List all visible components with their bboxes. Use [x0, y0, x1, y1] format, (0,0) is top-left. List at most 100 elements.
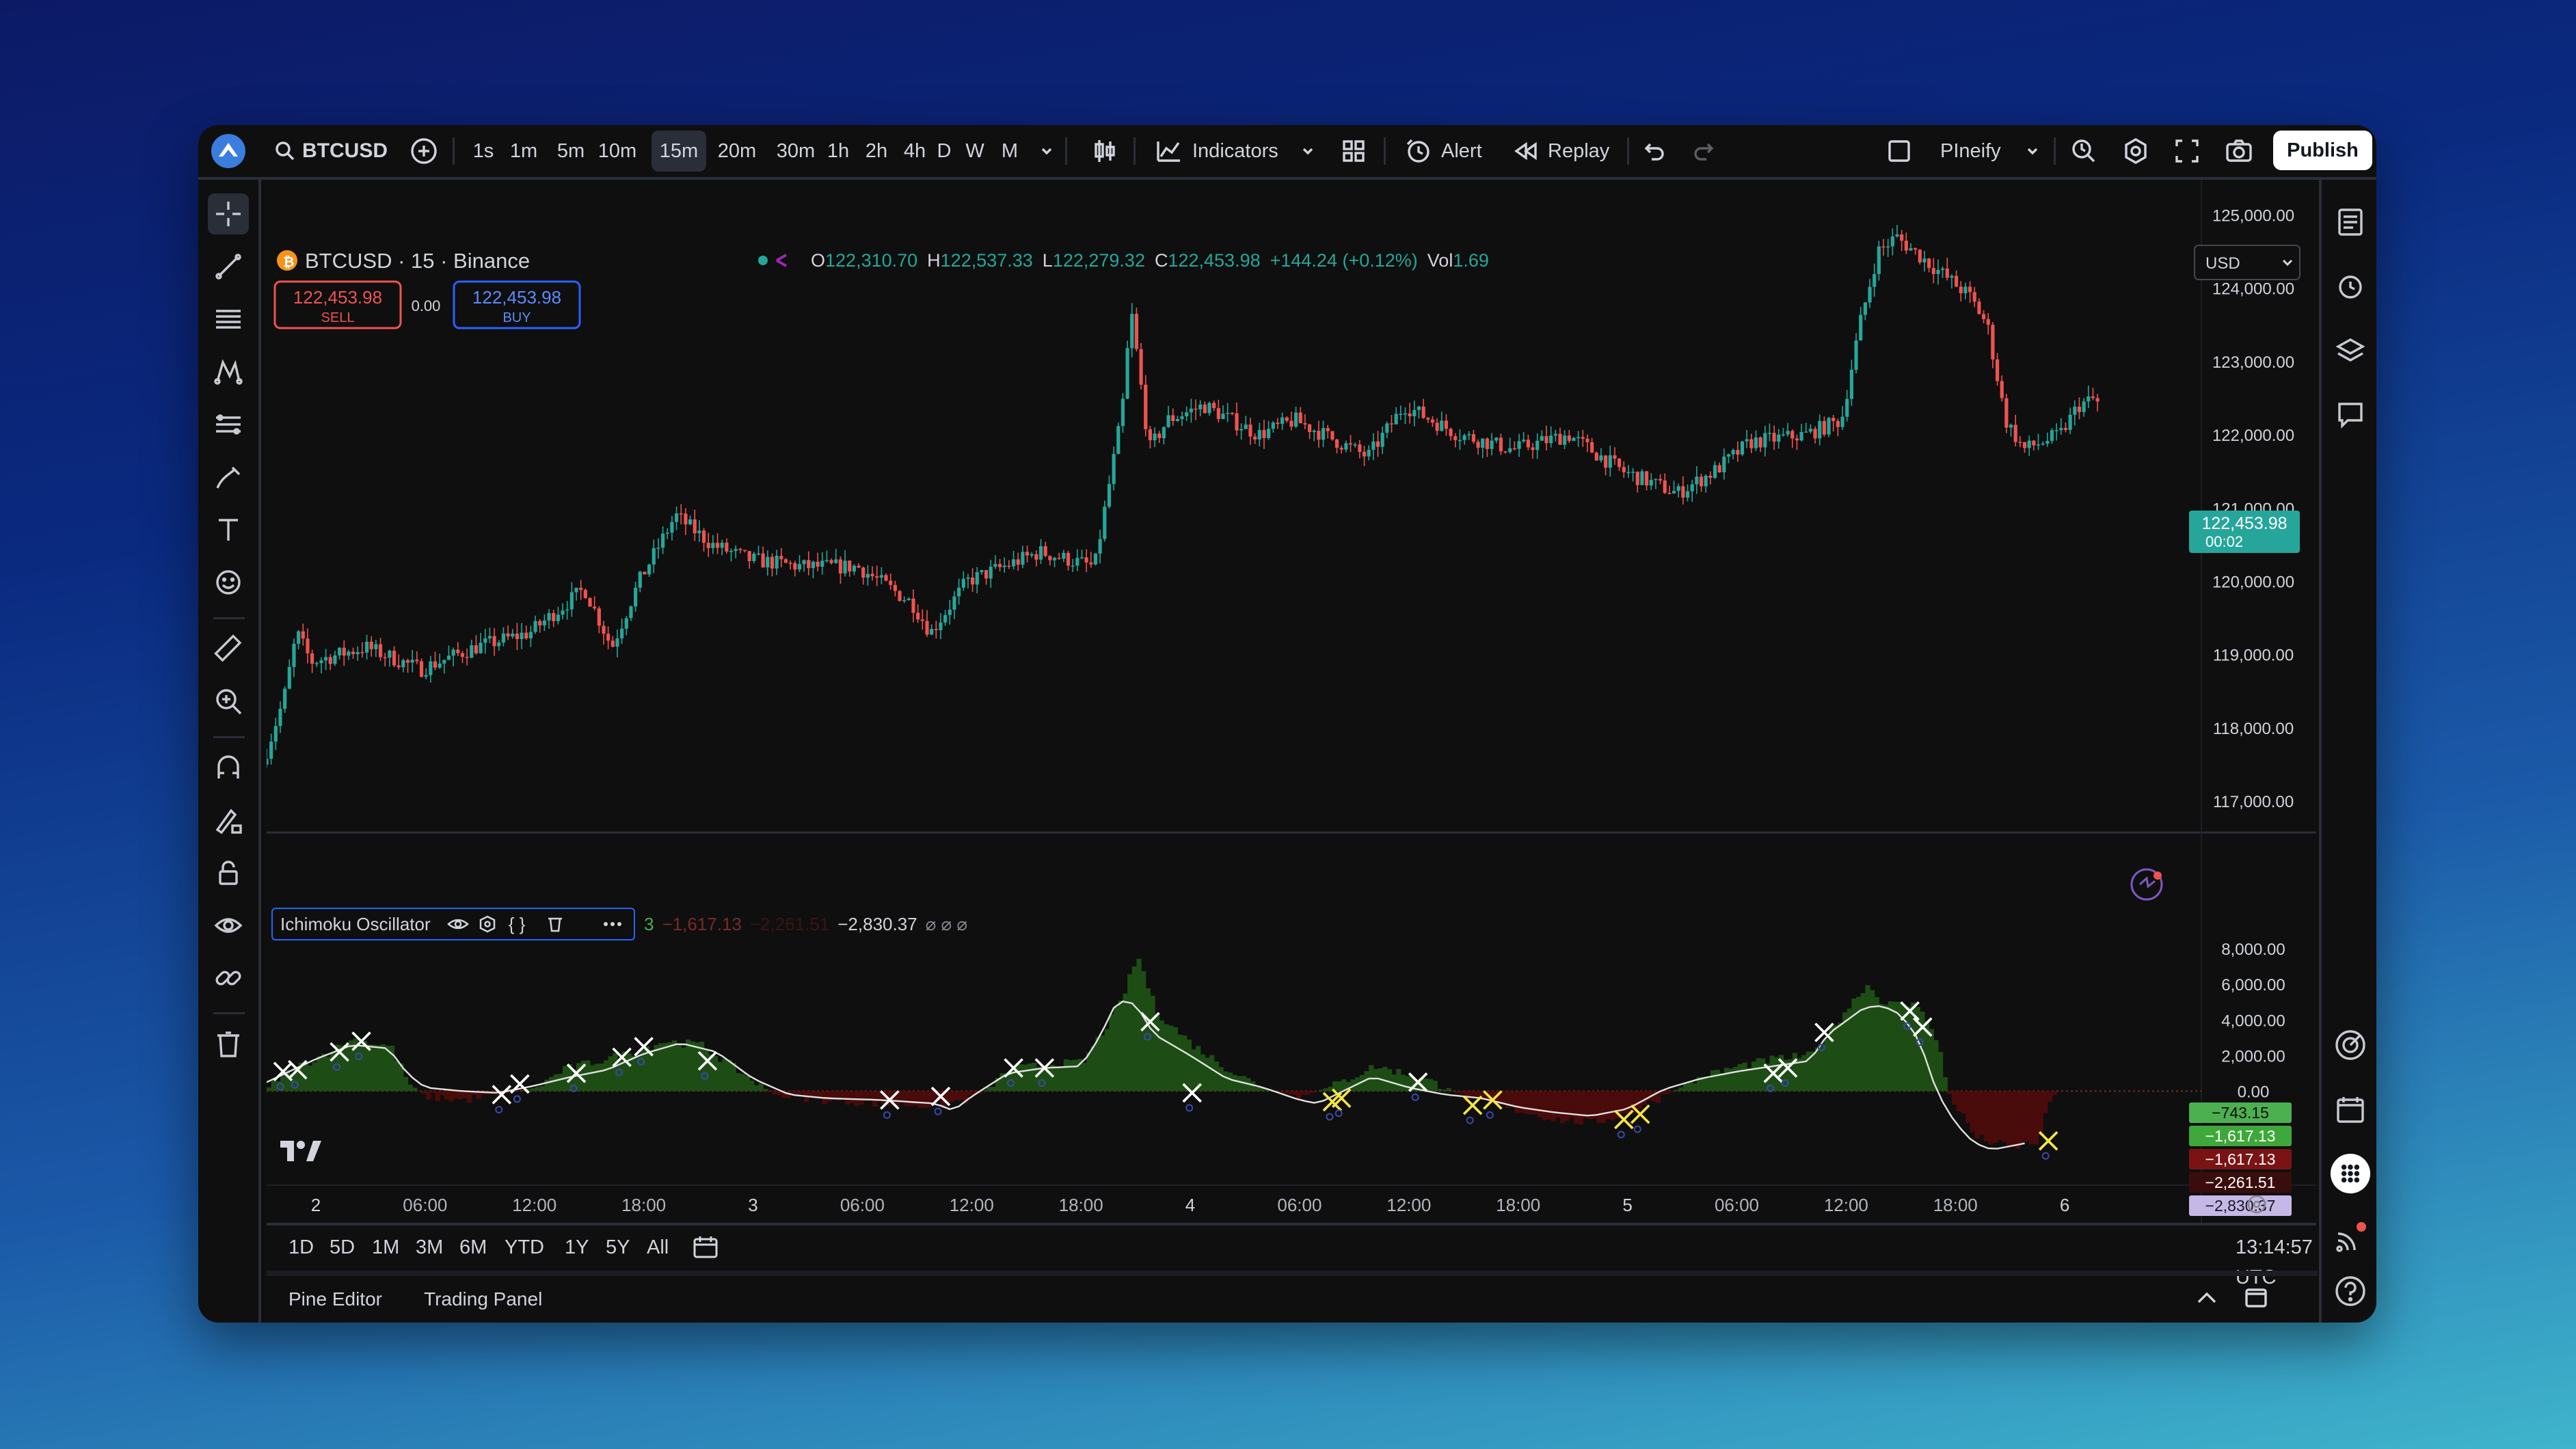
cloud-segment [695, 1042, 700, 1092]
candle [451, 649, 455, 656]
timeframe-20m[interactable]: 20m [717, 139, 757, 162]
timeframe-M[interactable]: M [1001, 139, 1019, 162]
candle [1959, 286, 1963, 294]
templates-button[interactable] [1341, 125, 1366, 177]
target-button[interactable] [2330, 1025, 2371, 1066]
range-1Y[interactable]: 1Y [565, 1236, 589, 1258]
eye-icon[interactable] [447, 919, 469, 930]
trend-line-tool[interactable] [208, 246, 249, 287]
timeframe-dropdown[interactable] [1039, 125, 1054, 177]
timeframe-10m[interactable]: 10m [598, 139, 637, 162]
range-3M[interactable]: 3M [416, 1236, 444, 1258]
timeframe-15m[interactable]: 15m [652, 131, 706, 172]
timeframe-5m[interactable]: 5m [556, 139, 585, 162]
indicators-dropdown[interactable] [1300, 125, 1315, 177]
currency-select[interactable]: USD [2194, 245, 2300, 280]
range-6M[interactable]: 6M [459, 1236, 487, 1258]
timeframe-30m[interactable]: 30m [776, 139, 816, 162]
calendar-button[interactable] [2330, 1089, 2371, 1130]
clock[interactable]: 13:14:57 UTC [2236, 1232, 2316, 1288]
timeframe-2h[interactable]: 2h [865, 139, 888, 162]
timeframe-1m[interactable]: 1m [509, 139, 538, 162]
price-axis[interactable]: 117,000.00 118,000.00 119,000.00 120,000.00… [2212, 206, 2294, 811]
time-axis-settings-icon[interactable] [2247, 1195, 2266, 1214]
timeframe-1h[interactable]: 1h [827, 139, 850, 162]
forecast-tool[interactable] [208, 404, 249, 445]
source-code-icon[interactable]: { } [509, 914, 526, 934]
publish-button[interactable]: Publish [2273, 131, 2372, 170]
legend-title[interactable]: BTCUSD · 15 · Binance [305, 249, 530, 273]
timeframe-4h[interactable]: 4h [903, 139, 926, 162]
replay-button[interactable]: Replay [1512, 125, 1609, 177]
brush-tool[interactable] [208, 457, 249, 498]
sell-button[interactable]: 122,453.98 SELL [273, 280, 402, 329]
indicator-header[interactable]: Ichimoku Oscillator { } [271, 908, 635, 940]
tradingview-logo-icon[interactable] [280, 1141, 321, 1161]
watchlist-button[interactable] [2330, 202, 2371, 243]
range-YTD[interactable]: YTD [505, 1236, 544, 1258]
range-5D[interactable]: 5D [330, 1236, 355, 1258]
gear-icon[interactable] [479, 915, 496, 933]
chart-area[interactable]: 117,000.00 118,000.00 119,000.00 120,000.00… [267, 180, 2316, 1223]
crosshair-tool[interactable] [208, 193, 249, 234]
layout-name[interactable]: PIneify [1940, 125, 2001, 177]
layout-square-button[interactable] [1887, 125, 1911, 177]
pattern-tool[interactable] [208, 351, 249, 392]
redo-button[interactable] [1691, 125, 1719, 177]
candle [1963, 286, 1968, 294]
trash-icon[interactable] [548, 917, 562, 932]
range-All[interactable]: All [647, 1236, 669, 1258]
fib-tool[interactable] [208, 299, 249, 340]
range-5Y[interactable]: 5Y [606, 1236, 630, 1258]
layout-dropdown[interactable] [2025, 125, 2040, 177]
sparkle-icon[interactable] [2130, 868, 2163, 901]
range-1D[interactable]: 1D [289, 1236, 314, 1258]
add-symbol-button[interactable] [410, 125, 438, 177]
currency-label: USD [2205, 254, 2240, 273]
object-tree-button[interactable] [2330, 330, 2371, 371]
oscillator-axis[interactable]: 0.00 2,000.00 4,000.00 6,000.00 8,000.00 [2221, 940, 2285, 1101]
app-logo-icon[interactable] [211, 125, 246, 177]
buy-button[interactable]: 122,453.98 BUY [453, 280, 581, 329]
quick-search-button[interactable] [2070, 125, 2097, 177]
stay-drawing-tool[interactable] [208, 800, 249, 841]
timeframe-W[interactable]: W [965, 139, 984, 162]
chart-type-button[interactable] [1091, 125, 1118, 177]
settings-button[interactable] [2122, 125, 2149, 177]
range-1M[interactable]: 1M [372, 1236, 400, 1258]
collapse-panel-button[interactable] [2193, 1284, 2221, 1316]
candle [410, 660, 414, 663]
hide-drawings-tool[interactable] [208, 905, 249, 946]
signals-button[interactable] [2330, 1217, 2371, 1258]
timeframe-D[interactable]: D [937, 139, 952, 162]
indicators-button[interactable]: Indicators [1155, 125, 1278, 177]
maximize-panel-button[interactable] [2242, 1284, 2270, 1316]
apps-button[interactable] [2330, 1153, 2371, 1194]
pine-editor-tab[interactable]: Pine Editor [289, 1288, 382, 1310]
remove-drawings-tool[interactable] [208, 1023, 249, 1064]
cloud-segment [1250, 1081, 1256, 1092]
list-icon [2338, 208, 2363, 236]
symbol-search[interactable]: BTCUSD [275, 125, 388, 177]
more-icon[interactable] [604, 922, 621, 926]
go-to-date-button[interactable] [692, 1232, 719, 1262]
undo-button[interactable] [1639, 125, 1667, 177]
chats-button[interactable] [2330, 394, 2371, 435]
timeframe-1s[interactable]: 1s [472, 139, 494, 162]
help-button[interactable] [2330, 1271, 2371, 1312]
emoji-tool[interactable] [208, 562, 249, 603]
alerts-button[interactable] [2330, 266, 2371, 307]
measure-tool[interactable] [208, 628, 249, 669]
text-tool[interactable] [208, 509, 249, 550]
time-axis[interactable]: 2 06:00 12:00 18:00 3 06:00 12:00 18:00 4 06:00 12… [311, 1195, 2070, 1215]
fullscreen-button[interactable] [2174, 125, 2200, 177]
lock-drawings-tool[interactable] [208, 852, 249, 893]
cloud-segment [522, 1089, 527, 1092]
cloud-segment [1838, 1023, 1843, 1092]
trading-panel-tab[interactable]: Trading Panel [424, 1288, 542, 1310]
link-tool[interactable] [208, 958, 249, 999]
snapshot-button[interactable] [2225, 125, 2253, 177]
alert-button[interactable]: Alert [1404, 125, 1482, 177]
zoom-tool[interactable] [208, 681, 249, 722]
magnet-tool[interactable] [208, 747, 249, 788]
